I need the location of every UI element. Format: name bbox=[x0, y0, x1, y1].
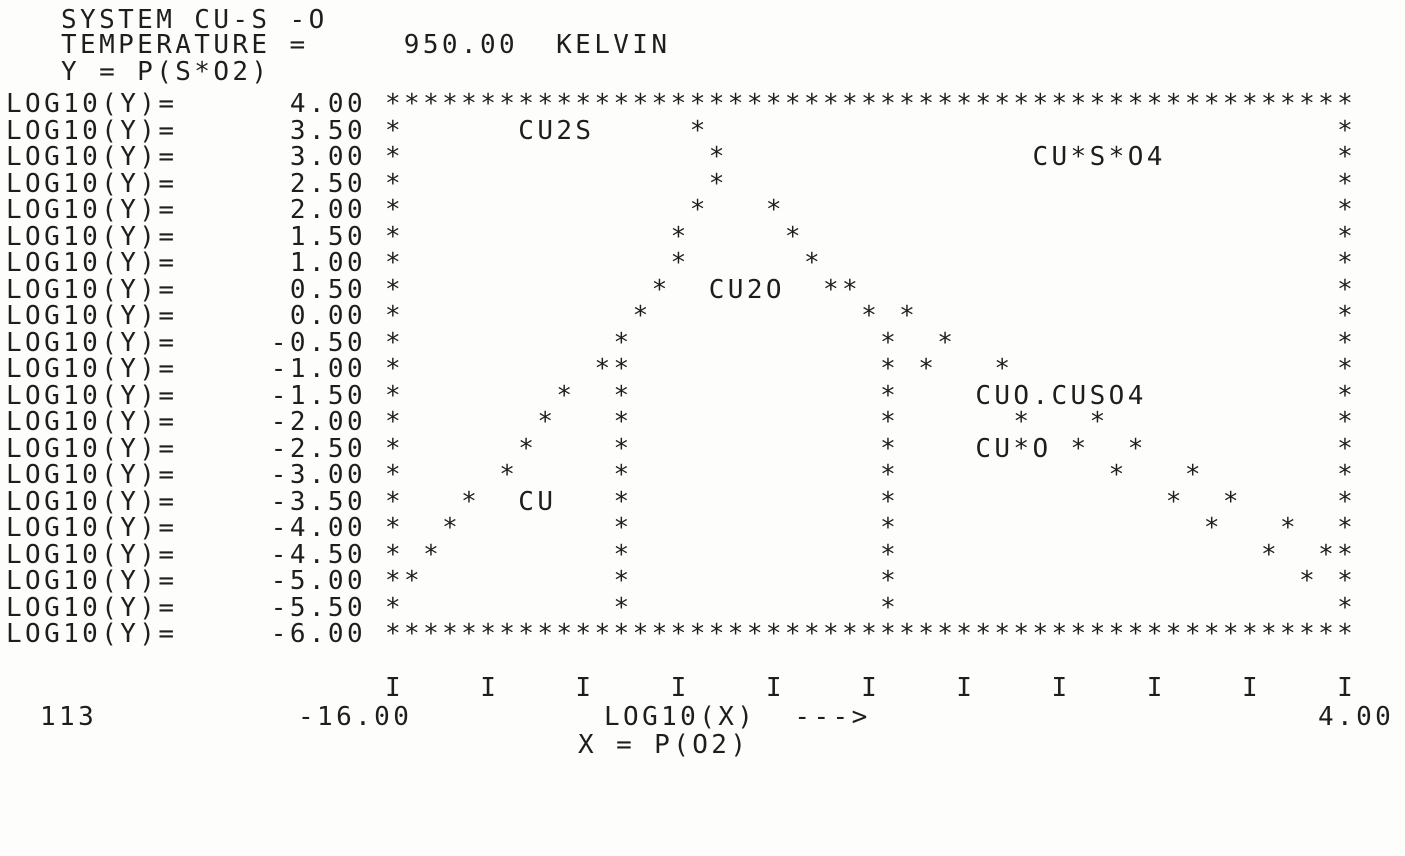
row-label: LOG10(Y)= bbox=[6, 195, 178, 225]
x-label: LOG10(X) ---> bbox=[604, 702, 871, 732]
plot-row: * * * * * * * bbox=[385, 407, 1357, 437]
row-label: LOG10(Y)= bbox=[6, 433, 178, 464]
x-min: -16.00 bbox=[298, 702, 413, 732]
row-value: -4.00 bbox=[270, 513, 366, 543]
plot-row: * ** * * * * bbox=[385, 354, 1357, 384]
row-value: -1.50 bbox=[270, 380, 366, 411]
plot-row: * * * * bbox=[385, 592, 1357, 623]
row-label: LOG10(Y)= bbox=[6, 566, 178, 596]
row-value: 2.50 bbox=[289, 168, 366, 199]
y-definition: Y = P(S*O2) bbox=[61, 57, 271, 87]
row-label: LOG10(Y)= bbox=[6, 221, 178, 252]
plot-row: * * * * * bbox=[385, 301, 1357, 331]
plot-row: * * * * CUO.CUSO4 * bbox=[385, 380, 1357, 411]
x-definition: X = P(O2) bbox=[578, 730, 750, 760]
row-label: LOG10(Y)= bbox=[6, 354, 178, 384]
row-value: -0.50 bbox=[270, 327, 366, 358]
row-label: LOG10(Y)= bbox=[6, 168, 178, 199]
row-label: LOG10(Y)= bbox=[6, 460, 178, 490]
row-label: LOG10(Y)= bbox=[6, 115, 178, 146]
row-label: LOG10(Y)= bbox=[6, 407, 178, 437]
row-value: 4.00 bbox=[289, 89, 366, 119]
row-value: -5.00 bbox=[270, 566, 366, 596]
row-label: LOG10(Y)= bbox=[6, 327, 178, 358]
row-label: LOG10(Y)= bbox=[6, 142, 178, 172]
row-label: LOG10(Y)= bbox=[6, 380, 178, 411]
plot-row: ** * * * * bbox=[385, 566, 1357, 596]
row-value: -5.50 bbox=[270, 592, 366, 623]
system-title: SYSTEM CU-S -O bbox=[61, 5, 328, 35]
row-value: -3.50 bbox=[270, 486, 366, 517]
row-value: -2.00 bbox=[270, 407, 366, 437]
row-label: LOG10(Y)= bbox=[6, 89, 178, 119]
row-value: 0.00 bbox=[289, 301, 366, 331]
x-axis-marks: I I I I I I I I I I I bbox=[385, 673, 1357, 703]
row-value: 3.00 bbox=[289, 142, 366, 172]
plot-row: * * * * bbox=[385, 248, 1357, 278]
plot-row: * * CU * * * * * bbox=[385, 486, 1357, 517]
row-label: LOG10(Y)= bbox=[6, 301, 178, 331]
plot-row: * CU2S * * bbox=[385, 115, 1357, 146]
row-label: LOG10(Y)= bbox=[6, 539, 178, 570]
plot-row: * * * * * * * bbox=[385, 513, 1357, 543]
plot-row: ****************************************… bbox=[385, 619, 1357, 649]
page-number: 113 bbox=[40, 702, 98, 732]
plot-row: * * * * bbox=[385, 195, 1357, 225]
x-max: 4.00 bbox=[1318, 702, 1395, 732]
row-value: 3.50 bbox=[289, 115, 366, 146]
plot-row: * * * * bbox=[385, 221, 1357, 252]
temperature: TEMPERATURE = 950.00 KELVIN bbox=[61, 30, 671, 60]
plot-row: * * * bbox=[385, 168, 1357, 199]
row-label: LOG10(Y)= bbox=[6, 619, 178, 649]
row-label: LOG10(Y)= bbox=[6, 486, 178, 517]
row-value: -1.00 bbox=[270, 354, 366, 384]
plot-row: * * * * * bbox=[385, 327, 1357, 358]
row-value: -3.00 bbox=[270, 460, 366, 490]
row-label: LOG10(Y)= bbox=[6, 274, 178, 305]
row-value: -2.50 bbox=[270, 433, 366, 464]
row-value: 1.00 bbox=[289, 248, 366, 278]
row-value: 0.50 bbox=[289, 274, 366, 305]
row-label: LOG10(Y)= bbox=[6, 513, 178, 543]
plot-row: * * CU*S*O4 * bbox=[385, 142, 1357, 172]
plot-row: * * * * * * * bbox=[385, 460, 1357, 490]
row-value: 2.00 bbox=[289, 195, 366, 225]
plot-row: * * * * * ** bbox=[385, 539, 1357, 570]
row-label: LOG10(Y)= bbox=[6, 592, 178, 623]
plot-row: ****************************************… bbox=[385, 89, 1357, 119]
plot-row: * * CU2O ** * bbox=[385, 274, 1357, 305]
row-label: LOG10(Y)= bbox=[6, 248, 178, 278]
plot-row: * * * * CU*O * * * bbox=[385, 433, 1357, 464]
row-value: -6.00 bbox=[270, 619, 366, 649]
row-value: -4.50 bbox=[270, 539, 366, 570]
row-value: 1.50 bbox=[289, 221, 366, 252]
